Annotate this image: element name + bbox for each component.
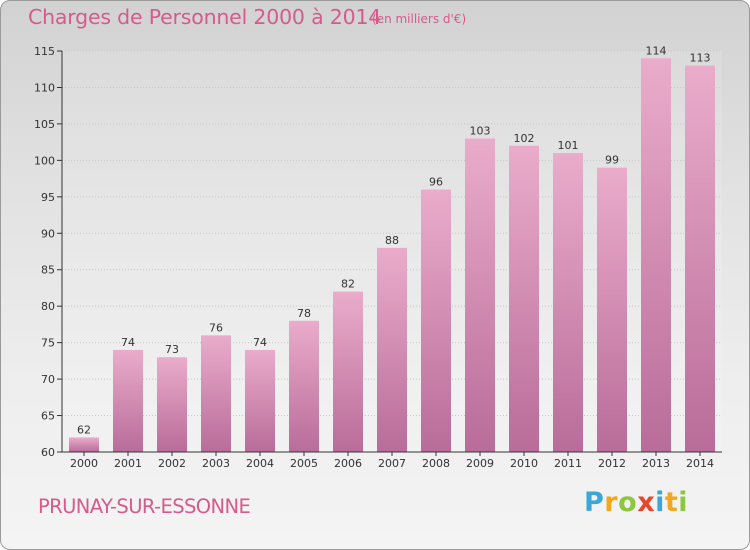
bar-2013 (641, 58, 671, 453)
x-tick-label-2001: 2001 (114, 457, 142, 470)
value-label-2007: 88 (385, 234, 399, 247)
value-label-2010: 102 (514, 132, 535, 145)
x-tick-label-2008: 2008 (422, 457, 450, 470)
logo-letter: P (584, 487, 605, 518)
bar-2002 (157, 357, 187, 452)
y-tick-label: 105 (34, 118, 55, 131)
y-tick-label: 75 (41, 337, 55, 350)
logo-letter: x (637, 487, 656, 518)
axes: 60 65 70 75 80 85 90 95 100 105 110 115 2000 2001 2002… (34, 45, 722, 470)
y-tick-label: 65 (41, 410, 55, 423)
y-tick-label: 80 (41, 300, 55, 313)
bar-2004 (245, 349, 275, 452)
bar-2009 (465, 138, 495, 452)
x-tick-label-2000: 2000 (70, 457, 98, 470)
x-tick-label-2002: 2002 (158, 457, 186, 470)
value-label-2006: 82 (341, 278, 355, 291)
bar-2001 (113, 349, 143, 452)
value-label-2003: 76 (209, 321, 223, 334)
bar-2012 (597, 167, 627, 452)
chart-title: Charges de Personnel 2000 à 2014 (28, 5, 382, 29)
bar-2007 (377, 247, 407, 452)
x-tick-label-2005: 2005 (290, 457, 318, 470)
y-tick-label: 110 (34, 81, 55, 94)
logo-letter: i (678, 487, 689, 518)
x-tick-label-2003: 2003 (202, 457, 230, 470)
bar-2003 (201, 335, 231, 452)
bar-2000 (69, 437, 99, 452)
value-label-2011: 101 (558, 139, 579, 152)
value-label-2013: 114 (646, 44, 667, 57)
logo-letter: r (604, 487, 619, 518)
x-tick-label-2006: 2006 (334, 457, 362, 470)
city-name: PRUNAY-SUR-ESSONNE (38, 495, 251, 518)
x-tick-label-2009: 2009 (466, 457, 494, 470)
bar-2006 (333, 291, 363, 452)
value-label-2002: 73 (165, 343, 179, 356)
y-tick-label: 95 (41, 191, 55, 204)
value-label-2004: 74 (253, 336, 267, 349)
logo-letter: i (655, 487, 665, 518)
x-tick-label-2004: 2004 (246, 457, 274, 470)
bar-2010 (509, 145, 539, 453)
x-tick-label-2010: 2010 (510, 457, 538, 470)
bars: 62 74 73 76 74 78 82 88 96 103 102 101 99 114 113 (69, 44, 715, 453)
x-tick-label-2007: 2007 (378, 457, 406, 470)
y-tick-label: 85 (41, 264, 55, 277)
value-label-2005: 78 (297, 307, 311, 320)
y-tick-label: 115 (34, 45, 55, 58)
value-label-2014: 113 (690, 52, 711, 65)
value-label-2009: 103 (470, 124, 491, 137)
value-label-2012: 99 (605, 154, 619, 167)
y-tick-label: 60 (41, 446, 55, 459)
value-label-2000: 62 (77, 423, 91, 436)
bar-2008 (421, 189, 451, 452)
value-label-2001: 74 (121, 336, 135, 349)
logo-letter: t (664, 487, 679, 518)
x-tick-label-2014: 2014 (686, 457, 714, 470)
y-tick-label: 90 (41, 227, 55, 240)
bar-2014 (685, 65, 715, 452)
bar-2011 (553, 153, 583, 452)
y-tick-label: 100 (34, 154, 55, 167)
x-tick-label-2012: 2012 (598, 457, 626, 470)
logo-letter: o (618, 487, 638, 518)
chart-subtitle: (en milliers d'€) (372, 12, 467, 26)
x-tick-label-2013: 2013 (642, 457, 670, 470)
y-tick-label: 70 (41, 373, 55, 386)
proxiti-logo: Proxiti (584, 487, 688, 518)
bar-2005 (289, 320, 319, 452)
value-label-2008: 96 (429, 176, 443, 189)
x-tick-label-2011: 2011 (554, 457, 582, 470)
